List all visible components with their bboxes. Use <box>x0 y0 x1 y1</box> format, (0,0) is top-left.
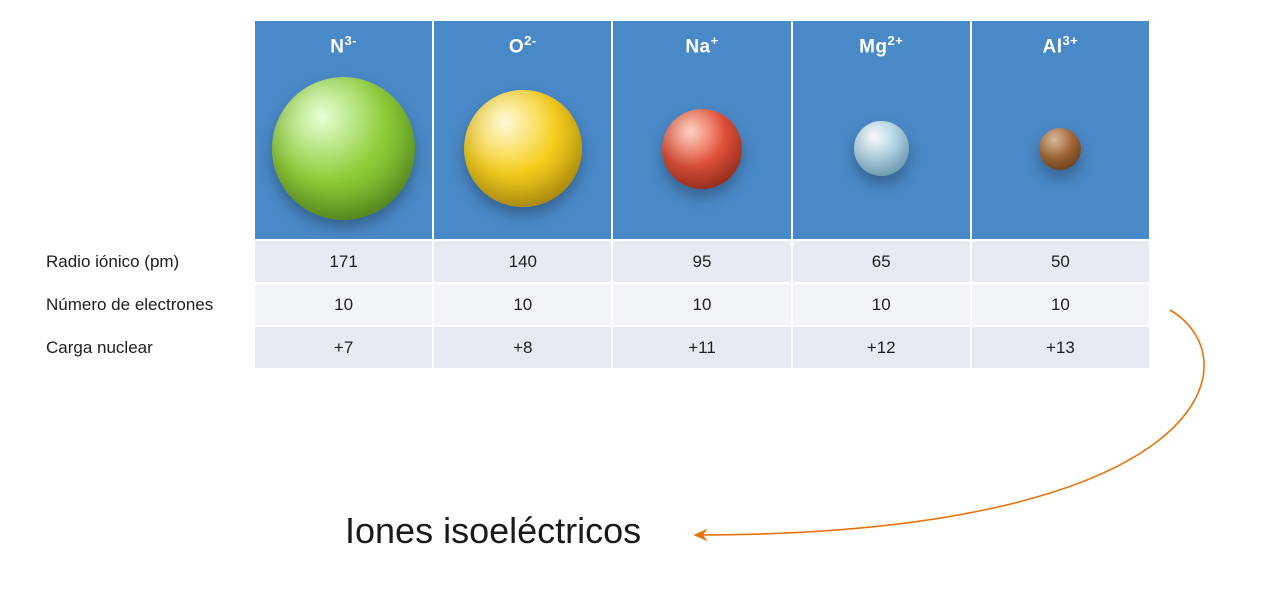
ion-sphere <box>1039 128 1081 170</box>
data-cell: 171 <box>254 240 433 283</box>
data-cell: 50 <box>971 240 1150 283</box>
data-cell: +7 <box>254 326 433 369</box>
data-row-radius_pm: Radio iónico (pm)171140956550 <box>40 240 1150 283</box>
data-row-nuclear_charge: Carga nuclear+7+8+11+12+13 <box>40 326 1150 369</box>
data-cell: +11 <box>612 326 791 369</box>
data-row-electrons: Número de electrones1010101010 <box>40 283 1150 326</box>
data-cell: 10 <box>792 283 971 326</box>
header-row: N3- O2- Na+ Mg2+ Al3+ <box>40 20 1150 240</box>
ion-table: N3- O2- Na+ Mg2+ Al3+ Radio iónico (pm)17114… <box>40 20 1150 369</box>
data-cell: 10 <box>612 283 791 326</box>
ion-symbol: Mg2+ <box>859 33 903 58</box>
ion-header-n: N3- <box>254 20 433 240</box>
header-spacer <box>40 20 254 240</box>
data-cell: 10 <box>433 283 612 326</box>
data-cell: +12 <box>792 326 971 369</box>
data-cell: +8 <box>433 326 612 369</box>
row-label: Número de electrones <box>40 283 254 326</box>
sphere-wrap <box>255 58 432 239</box>
caption-text: Iones isoeléctricos <box>345 510 641 552</box>
sphere-wrap <box>613 58 790 239</box>
ion-sphere <box>464 90 582 208</box>
row-label: Radio iónico (pm) <box>40 240 254 283</box>
row-label: Carga nuclear <box>40 326 254 369</box>
ion-sphere <box>272 77 416 221</box>
ion-symbol: Na+ <box>685 33 718 58</box>
ion-header-na: Na+ <box>612 20 791 240</box>
ion-header-o: O2- <box>433 20 612 240</box>
ion-header-al: Al3+ <box>971 20 1150 240</box>
ion-sphere <box>854 121 909 176</box>
ion-symbol: O2- <box>509 33 537 58</box>
data-cell: 140 <box>433 240 612 283</box>
ion-header-mg: Mg2+ <box>792 20 971 240</box>
data-cell: 10 <box>971 283 1150 326</box>
data-cell: 95 <box>612 240 791 283</box>
ion-symbol: N3- <box>330 33 357 58</box>
sphere-wrap <box>793 58 970 239</box>
sphere-wrap <box>972 58 1149 239</box>
sphere-wrap <box>434 58 611 239</box>
data-cell: 10 <box>254 283 433 326</box>
data-cell: +13 <box>971 326 1150 369</box>
data-cell: 65 <box>792 240 971 283</box>
ion-symbol: Al3+ <box>1043 33 1079 58</box>
ion-sphere <box>662 109 742 189</box>
